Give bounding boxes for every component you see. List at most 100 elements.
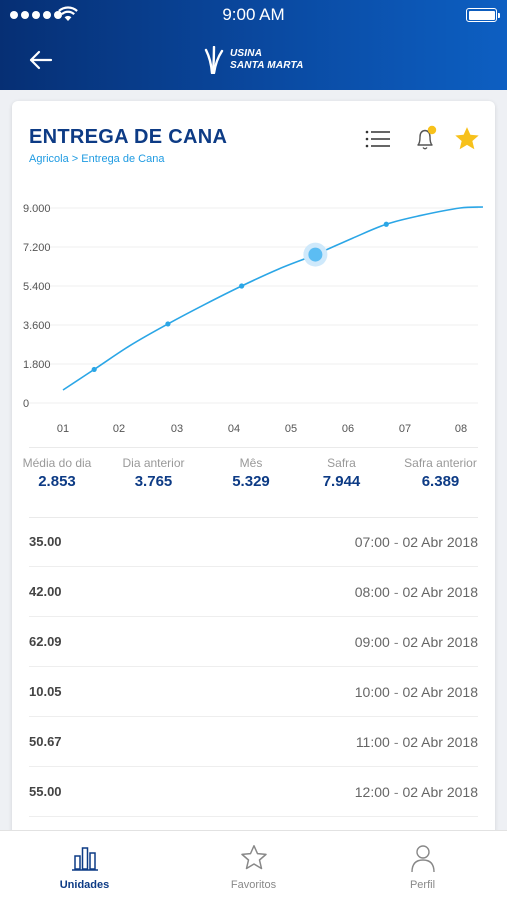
tab-favoritos[interactable]: Favoritos bbox=[169, 831, 338, 900]
x-tick-label: 08 bbox=[455, 423, 467, 435]
wifi-icon bbox=[58, 6, 78, 21]
bar-chart-icon bbox=[71, 847, 98, 871]
y-tick-label: 3.600 bbox=[23, 320, 51, 332]
battery-icon bbox=[466, 8, 500, 22]
delivery-amount: 50.67 bbox=[29, 734, 62, 749]
delivery-line-chart: 9.000 7.200 5.400 3.600 1.800 0 01 02 03 04 05 06 0… bbox=[23, 203, 484, 435]
stat-value: 6.389 bbox=[421, 473, 460, 490]
stat-value: 3.765 bbox=[134, 473, 173, 490]
data-point[interactable] bbox=[383, 221, 389, 227]
app-header: 9:00 AM USINA SANTA MARTA bbox=[0, 0, 507, 90]
separator: - bbox=[393, 683, 399, 700]
notifications-button[interactable] bbox=[410, 123, 442, 155]
delivery-date: 02 Abr 2018 bbox=[402, 683, 478, 700]
delivery-amount: 10.05 bbox=[29, 684, 62, 699]
bell-icon bbox=[417, 125, 437, 150]
page-title: ENTREGA DE CANA bbox=[29, 126, 228, 148]
separator: - bbox=[393, 533, 399, 550]
data-point[interactable] bbox=[239, 283, 245, 289]
breadcrumb[interactable]: Agricola > Entrega de Cana bbox=[29, 153, 165, 165]
stat-value: 2.853 bbox=[38, 473, 76, 490]
separator: - bbox=[393, 783, 399, 800]
tab-perfil[interactable]: Perfil bbox=[338, 831, 507, 900]
separator: - bbox=[393, 583, 399, 600]
user-icon bbox=[410, 845, 435, 873]
selected-data-point[interactable] bbox=[308, 247, 323, 262]
data-point[interactable] bbox=[91, 366, 97, 373]
list-item[interactable]: 50.67 11:00-02 Abr 2018 bbox=[29, 717, 478, 767]
delivery-date: 02 Abr 2018 bbox=[402, 733, 478, 750]
stat-previous-day: Dia anterior 3.765 bbox=[102, 456, 205, 490]
y-tick-label: 5.400 bbox=[23, 281, 51, 293]
delivery-amount: 55.00 bbox=[29, 784, 62, 799]
bottom-tab-bar: Unidades Favoritos Perfil bbox=[0, 830, 507, 900]
stat-month: Mês 5.329 bbox=[205, 456, 297, 490]
divider bbox=[29, 447, 478, 448]
stat-value: 7.944 bbox=[322, 473, 361, 490]
list-item[interactable]: 10.05 10:00-02 Abr 2018 bbox=[29, 667, 478, 717]
delivery-amount: 42.00 bbox=[29, 584, 62, 599]
stat-label: Safra bbox=[327, 456, 356, 470]
stat-daily-average: Média do dia 2.853 bbox=[12, 456, 102, 490]
x-tick-label: 05 bbox=[285, 423, 297, 435]
x-tick-label: 04 bbox=[228, 423, 240, 435]
list-view-button[interactable] bbox=[362, 123, 394, 155]
x-tick-label: 01 bbox=[57, 423, 69, 435]
list-icon bbox=[365, 130, 390, 148]
y-tick-label: 9.000 bbox=[23, 203, 51, 215]
delivery-time: 09:00 bbox=[354, 633, 390, 650]
stat-value: 5.329 bbox=[232, 473, 270, 490]
delivery-time: 07:00 bbox=[354, 533, 390, 550]
tab-label: Perfil bbox=[409, 879, 436, 891]
stat-label: Mês bbox=[239, 456, 263, 470]
y-tick-label: 0 bbox=[23, 398, 29, 410]
list-item[interactable]: 35.00 07:00-02 Abr 2018 bbox=[29, 517, 478, 567]
list-item[interactable]: 55.00 12:00-02 Abr 2018 bbox=[29, 767, 478, 817]
tab-label: Favoritos bbox=[230, 879, 277, 891]
list-item[interactable]: 42.00 08:00-02 Abr 2018 bbox=[29, 567, 478, 617]
signal-strength-icon bbox=[10, 11, 62, 19]
status-bar: 9:00 AM bbox=[0, 0, 507, 30]
data-point[interactable] bbox=[165, 321, 171, 327]
x-tick-label: 06 bbox=[342, 423, 354, 435]
delivery-list: 35.00 07:00-02 Abr 2018 42.00 08:00-02 A… bbox=[29, 517, 478, 817]
favorite-button[interactable] bbox=[451, 123, 483, 155]
x-tick-label: 03 bbox=[171, 423, 183, 435]
stat-label: Dia anterior bbox=[122, 456, 185, 470]
delivery-date: 02 Abr 2018 bbox=[402, 783, 478, 800]
y-tick-label: 7.200 bbox=[23, 242, 51, 254]
stat-label: Safra anterior bbox=[404, 456, 477, 470]
x-tick-label: 07 bbox=[399, 423, 411, 435]
delivery-time: 12:00 bbox=[354, 783, 390, 800]
delivery-date: 02 Abr 2018 bbox=[402, 583, 478, 600]
logo-line1: USINA bbox=[230, 48, 263, 59]
star-filled-icon bbox=[455, 127, 479, 150]
stat-harvest: Safra 7.944 bbox=[297, 456, 386, 490]
divider bbox=[29, 517, 478, 518]
stat-label: Média do dia bbox=[22, 456, 92, 470]
delivery-time: 11:00 bbox=[355, 733, 390, 750]
delivery-time: 10:00 bbox=[354, 683, 390, 700]
delivery-date: 02 Abr 2018 bbox=[402, 533, 478, 550]
content-card: ENTREGA DE CANA Agricola > Entrega de Ca… bbox=[12, 101, 495, 841]
company-logo: USINA SANTA MARTA bbox=[204, 45, 304, 75]
status-time: 9:00 AM bbox=[222, 5, 285, 24]
tab-unidades[interactable]: Unidades bbox=[0, 831, 169, 900]
tab-label: Unidades bbox=[59, 879, 110, 891]
logo-line2: SANTA MARTA bbox=[230, 60, 304, 71]
separator: - bbox=[393, 633, 399, 650]
stat-previous-harvest: Safra anterior 6.389 bbox=[386, 456, 495, 490]
stats-summary: Média do dia 2.853 Dia anterior 3.765 Mê… bbox=[12, 456, 495, 490]
back-arrow-icon[interactable] bbox=[28, 47, 54, 73]
list-item[interactable]: 62.09 09:00-02 Abr 2018 bbox=[29, 617, 478, 667]
delivery-amount: 62.09 bbox=[29, 634, 62, 649]
star-outline-icon bbox=[240, 845, 267, 870]
y-tick-label: 1.800 bbox=[23, 359, 51, 371]
delivery-time: 08:00 bbox=[354, 583, 390, 600]
series-line bbox=[62, 206, 484, 391]
delivery-amount: 35.00 bbox=[29, 534, 62, 549]
delivery-date: 02 Abr 2018 bbox=[402, 633, 478, 650]
cane-logo-icon bbox=[204, 46, 224, 74]
x-tick-label: 02 bbox=[113, 423, 125, 435]
separator: - bbox=[393, 733, 399, 750]
